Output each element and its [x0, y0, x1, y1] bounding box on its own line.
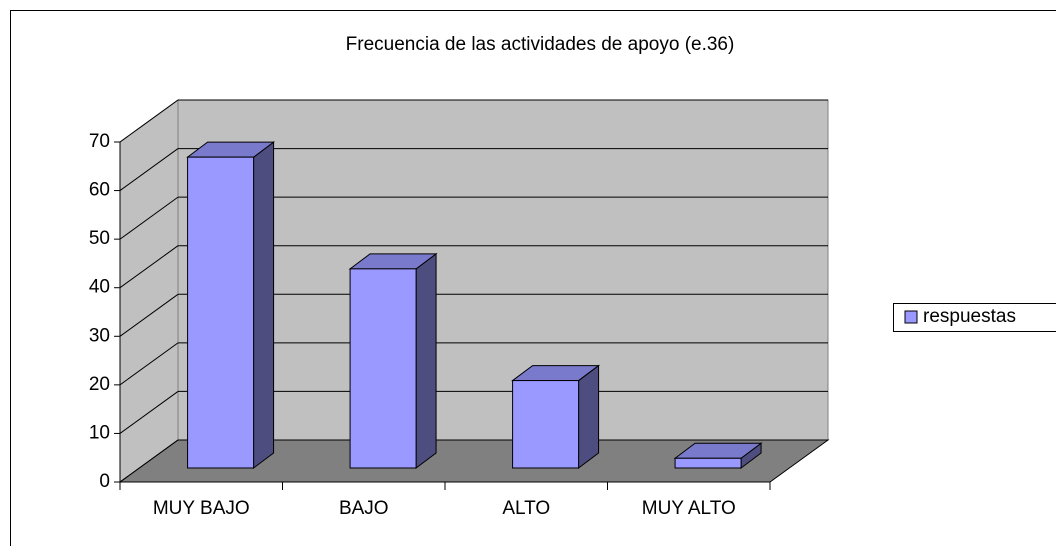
x-tick-label: BAJO — [339, 498, 389, 519]
back-wall — [178, 100, 828, 440]
x-tick-label: ALTO — [502, 498, 550, 519]
bar-side — [254, 142, 274, 468]
y-tick-label: 50 — [89, 228, 110, 249]
bar — [350, 269, 416, 468]
legend-swatch — [905, 311, 917, 323]
y-tick-label: 0 — [99, 471, 110, 492]
legend-label: respuestas — [923, 306, 1016, 327]
y-tick-label: 10 — [89, 422, 110, 443]
bar-side — [579, 366, 599, 468]
y-tick-label: 30 — [89, 325, 110, 346]
chart-title: Frecuencia de las actividades de apoyo (… — [346, 34, 735, 55]
side-wall — [120, 100, 178, 482]
y-tick-label: 40 — [89, 277, 110, 298]
x-tick-label: MUY ALTO — [642, 498, 736, 519]
bar — [188, 157, 254, 468]
y-tick-label: 70 — [89, 131, 110, 152]
y-tick-label: 60 — [89, 180, 110, 201]
bar-side — [416, 254, 436, 468]
bar — [513, 381, 579, 468]
bar — [675, 458, 741, 468]
x-tick-label: MUY BAJO — [153, 498, 250, 519]
y-tick-label: 20 — [89, 374, 110, 395]
